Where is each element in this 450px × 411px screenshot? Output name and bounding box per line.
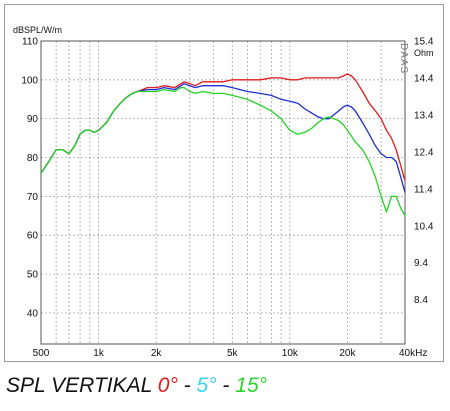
caption-separator: - — [216, 374, 236, 397]
y-tick-label: 70 — [27, 192, 39, 203]
x-axis-ticks: 500 1k 2k 5k 10k 20k 40kHz — [33, 348, 428, 359]
y2-tick-label: 15.4 — [414, 37, 434, 48]
y2-tick-label: 12.4 — [414, 147, 434, 158]
left-axis-unit-label: dBSPL/W/m — [13, 25, 62, 35]
y-tick-label: 60 — [27, 231, 39, 242]
chart-caption: SPL VERTIKAL 0° - 5° - 15° — [6, 374, 267, 398]
x-tick-label: 2k — [151, 348, 163, 359]
y2-tick-label: 14.4 — [414, 73, 434, 84]
caption-angle-15: 15° — [235, 374, 268, 397]
x-tick-label: 20k — [339, 348, 356, 359]
x-tick-label: 500 — [33, 348, 50, 359]
series-line-1 — [40, 83, 406, 193]
y2-tick-label: 9.4 — [414, 258, 428, 269]
right-axis-ticks: 15.4 14.4 13.4 12.4 11.4 10.4 9.4 8.4 — [414, 37, 434, 307]
y-tick-label: 50 — [27, 270, 39, 281]
x-tick-label: 10k — [282, 348, 299, 359]
left-axis-ticks: 110 100 90 80 70 60 50 40 — [21, 37, 38, 320]
caption-angle-5: 5° — [196, 374, 217, 397]
y-tick-label: 40 — [27, 308, 39, 319]
caption-separator: - — [177, 374, 197, 397]
y-tick-label: 110 — [22, 37, 38, 48]
daas-watermark: DAAS — [398, 43, 409, 74]
series-lines — [40, 73, 406, 217]
y2-tick-label: 10.4 — [414, 221, 434, 232]
x-tick-label: 40kHz — [399, 348, 427, 359]
y-tick-label: 90 — [27, 114, 39, 125]
grid-lines — [41, 41, 405, 344]
caption-angle-0: 0° — [157, 374, 178, 397]
series-line-2 — [40, 86, 406, 217]
series-line-0 — [40, 73, 406, 181]
caption-prefix: SPL VERTIKAL — [6, 374, 158, 397]
chart-frame: 110 100 90 80 70 60 50 40 15.4 14.4 13.4 12.4 11.4 1… — [4, 4, 444, 362]
y-tick-label: 100 — [21, 75, 38, 86]
right-axis-unit-label: Ohm — [414, 48, 434, 58]
y2-tick-label: 13.4 — [414, 110, 434, 121]
x-tick-label: 5k — [227, 348, 239, 359]
plot-area — [40, 40, 406, 345]
y2-tick-label: 8.4 — [414, 295, 428, 306]
y2-tick-label: 11.4 — [414, 184, 433, 195]
y-tick-label: 80 — [27, 153, 39, 164]
x-tick-label: 1k — [93, 348, 105, 359]
